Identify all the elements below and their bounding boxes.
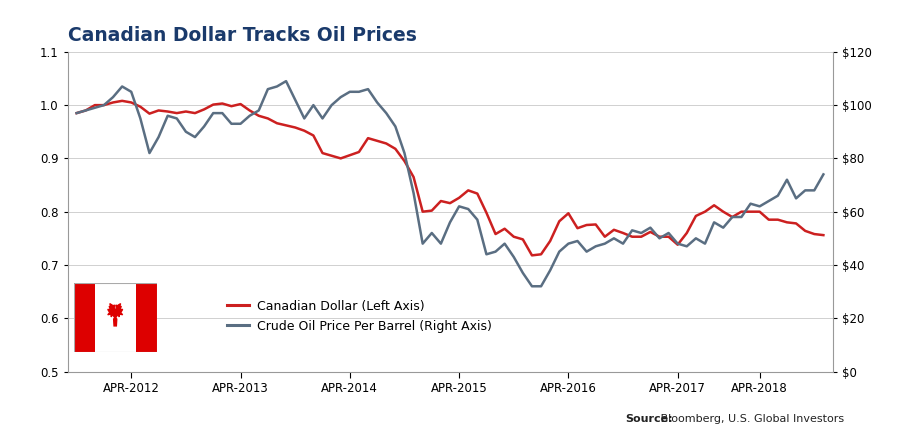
Text: Canadian Dollar Tracks Oil Prices: Canadian Dollar Tracks Oil Prices — [68, 26, 417, 45]
Polygon shape — [108, 304, 122, 319]
Text: Source:: Source: — [626, 414, 673, 424]
Polygon shape — [113, 319, 117, 326]
Text: Bloomberg, U.S. Global Investors: Bloomberg, U.S. Global Investors — [657, 414, 844, 424]
Legend: Canadian Dollar (Left Axis), Crude Oil Price Per Barrel (Right Axis): Canadian Dollar (Left Axis), Crude Oil P… — [227, 300, 491, 334]
Bar — [94, 283, 136, 352]
